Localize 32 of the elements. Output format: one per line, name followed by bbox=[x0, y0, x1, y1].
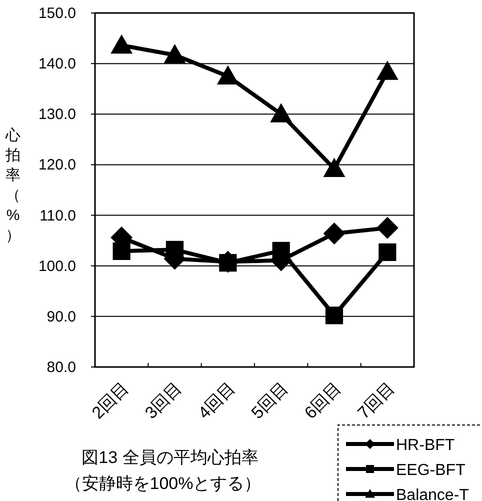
y-tick-label: 110.0 bbox=[40, 207, 76, 224]
point bbox=[166, 240, 184, 258]
y-tick-label: 80.0 bbox=[46, 359, 76, 376]
x-tick-label: 6回目 bbox=[300, 378, 346, 423]
point bbox=[110, 34, 133, 54]
point bbox=[376, 60, 398, 80]
y-tick-label: 120.0 bbox=[38, 156, 76, 174]
point bbox=[164, 44, 186, 64]
point bbox=[376, 216, 398, 239]
y-tick-label: 100.0 bbox=[38, 258, 76, 275]
legend-label: Balance-T bbox=[396, 487, 470, 501]
legend-label: HR-BFT bbox=[396, 437, 455, 454]
y-tick-label: 90.0 bbox=[46, 308, 76, 326]
point bbox=[323, 158, 346, 178]
point bbox=[325, 306, 344, 324]
y-tick-label: 140.0 bbox=[38, 56, 76, 73]
point bbox=[270, 103, 292, 122]
point bbox=[112, 242, 130, 260]
y-tick-label: 150.0 bbox=[38, 5, 76, 22]
y-tick-label: 130.0 bbox=[38, 106, 76, 124]
x-tick-label: 2回目 bbox=[88, 378, 132, 423]
x-tick-label: 4回目 bbox=[194, 378, 239, 423]
point bbox=[323, 222, 346, 244]
point bbox=[378, 243, 396, 262]
legend-label: EEG-BFT bbox=[396, 462, 466, 479]
text: （安静時を100%とする） bbox=[64, 474, 262, 493]
point bbox=[272, 242, 290, 260]
y-axis-title: 心拍率（%） bbox=[4, 127, 20, 244]
text: 図13 全員の平均心拍率 bbox=[82, 448, 258, 467]
x-tick-label: 5回目 bbox=[248, 378, 292, 423]
x-tick-label: 3回目 bbox=[141, 378, 186, 423]
x-tick-label: 7回目 bbox=[354, 378, 398, 423]
